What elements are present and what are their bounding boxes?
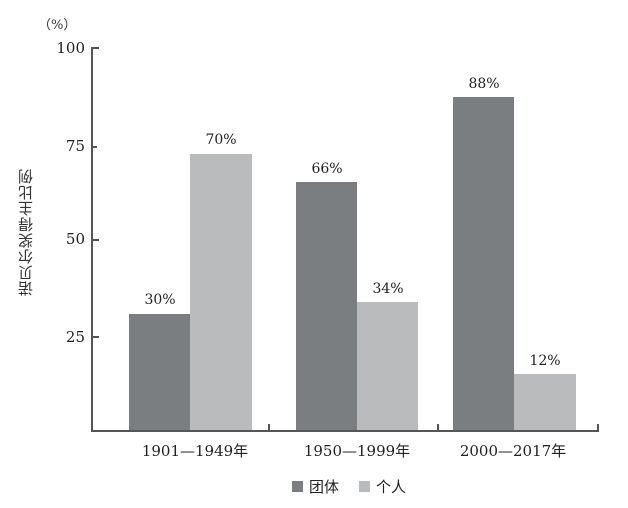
bar-value-label: 12% — [529, 353, 561, 369]
y-tick-50 — [91, 239, 99, 241]
legend-label: 个人 — [376, 477, 407, 496]
y-tick-100 — [91, 47, 99, 49]
y-tick-label-100: 100 — [56, 39, 85, 57]
bar-value-label: 30% — [144, 292, 176, 308]
bar-value-label: 66% — [311, 161, 343, 177]
y-tick-label-25: 25 — [65, 328, 85, 346]
bar-value-label: 70% — [205, 132, 237, 148]
x-tick-1 — [268, 424, 270, 432]
y-axis-label: 诺贝尔奖得主比例 — [17, 168, 35, 296]
x-axis — [91, 430, 599, 432]
bar-individual-2000-2017 — [514, 374, 576, 430]
bar-group-1901-1949 — [129, 314, 190, 430]
y-unit-label: （%） — [38, 18, 77, 33]
x-tick-3 — [597, 424, 599, 432]
legend-swatch-light — [359, 480, 371, 492]
y-tick-label-75: 75 — [65, 137, 85, 155]
bar-group-1950-1999 — [296, 182, 357, 430]
y-tick-75 — [91, 146, 97, 148]
bar-individual-1901-1949 — [190, 154, 252, 430]
bar-value-label: 34% — [372, 281, 404, 297]
legend-item-individual: 个人 — [359, 476, 406, 497]
legend-swatch-dark — [292, 480, 303, 492]
y-tick-25 — [91, 336, 99, 338]
bar-group-2000-2017 — [453, 97, 514, 430]
x-category-label: 1950—1999年 — [303, 442, 411, 460]
y-tick-label-50: 50 — [65, 230, 85, 248]
legend: 团体 个人 — [292, 476, 426, 496]
x-tick-2 — [437, 424, 439, 432]
x-category-label: 1901—1949年 — [141, 442, 249, 460]
bar-value-label: 88% — [468, 76, 500, 92]
x-category-label: 2000—2017年 — [459, 442, 567, 460]
bar-individual-1950-1999 — [357, 302, 418, 430]
legend-item-group: 团体 — [292, 476, 339, 497]
legend-label: 团体 — [309, 477, 340, 496]
